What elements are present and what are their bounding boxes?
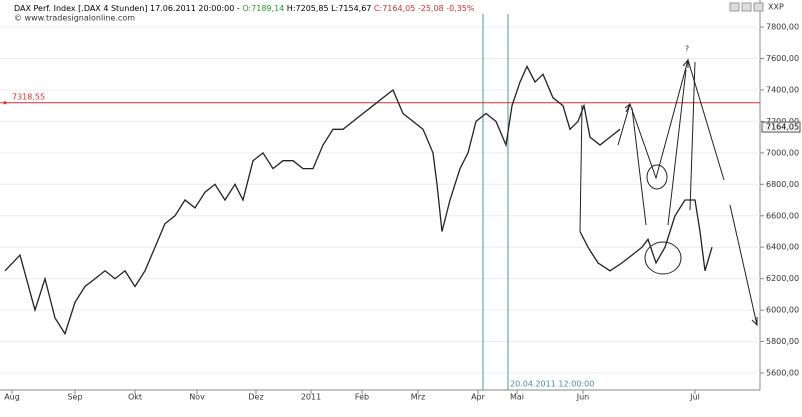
header-change: -25,08 [418,4,444,13]
annotation: ? [685,45,689,54]
y-tick-label: 6400,00 [766,243,799,252]
price-line [579,199,713,272]
drawn-line [667,69,687,226]
icon[interactable] [741,2,752,12]
x-tick-label: Nov [189,393,205,402]
icon[interactable] [753,2,764,12]
x-tick-label: Jul [689,393,700,402]
circle [646,164,668,190]
hline-label: 7318,55 [12,92,45,101]
header: DAX Perf. Index [.DAX 4 Stunden] 17.06.2… [14,4,475,13]
axis-label: XXP [768,3,784,12]
y-tick-label: 7600,00 [766,54,799,63]
circle [644,241,682,275]
x-tick-label: Mrz [411,393,425,402]
x-tick-label: 2011 [301,393,321,402]
header-change-pct: -0,35% [446,4,475,13]
y-tick-label: 5800,00 [766,337,799,346]
drawn-arrow [729,204,758,326]
toolbar-icons [729,2,764,12]
y-tick-label: 7000,00 [766,148,799,157]
y-tick-label: 6200,00 [766,274,799,283]
header-open: O:7189,14 [242,4,284,13]
price-line [4,64,621,336]
y-tick-label: 6000,00 [766,306,799,315]
icon[interactable] [729,2,740,12]
line-handle [3,101,7,105]
drawings [579,58,758,327]
header-low: L:7154,67 [331,4,371,13]
header-title: DAX Perf. Index [.DAX 4 Stunden] 17.06.2… [14,4,240,13]
arrow-head [624,103,631,113]
drawn-path [617,58,725,181]
arrow-head [682,58,689,68]
x-tick-label: Jun [576,393,590,402]
arrow-head [751,317,758,327]
x-tick-label: Aug [4,393,20,402]
y-tick-label: 6600,00 [766,211,799,220]
marker-label: 20.04.2011 12:00:00 [510,380,594,389]
source: © www.tradesignalonline.com [14,14,135,23]
header-high: H:7205,85 [287,4,329,13]
y-tick-label: 5600,00 [766,369,799,378]
x-tick-label: Feb [355,393,369,402]
last-price-label: 7164,05 [766,123,799,132]
y-tick-label: 6800,00 [766,180,799,189]
x-tick-label: Okt [128,393,142,402]
drawn-line [579,104,583,233]
y-tick-label: 7200,00 [766,117,799,126]
drawn-line [689,61,696,211]
y-tick-label: 7800,00 [766,23,799,32]
x-tick-label: Mai [510,393,524,402]
header-close: C:7164,05 [374,4,415,13]
x-tick-label: Apr [471,393,486,402]
x-tick-label: Sep [67,393,82,402]
last-price-box [761,121,801,133]
y-tick-label: 7400,00 [766,85,799,94]
drawn-line [631,107,647,226]
x-tick-label: Dez [248,393,263,402]
